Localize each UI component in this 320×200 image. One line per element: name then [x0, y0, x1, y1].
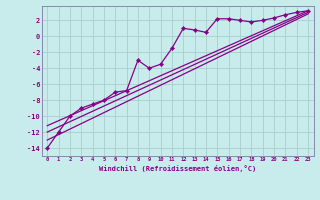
X-axis label: Windchill (Refroidissement éolien,°C): Windchill (Refroidissement éolien,°C) — [99, 165, 256, 172]
